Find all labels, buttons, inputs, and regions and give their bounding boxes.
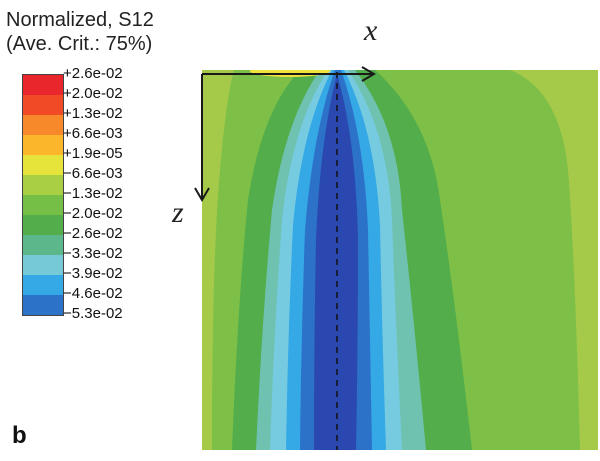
- legend-tick-label: −6.6e-03: [63, 165, 123, 182]
- x-axis-label: x: [364, 14, 378, 47]
- legend-tick-label: −3.3e-02: [63, 245, 123, 262]
- legend-swatch: [23, 155, 63, 175]
- legend-tick-label: −3.9e-02: [63, 265, 123, 282]
- contour-band-core-blue: [314, 74, 358, 450]
- legend-tick-label: +2.6e-02: [63, 65, 123, 82]
- x-axis-arrowhead: [361, 66, 376, 82]
- legend-tick-label: +1.3e-02: [63, 105, 123, 122]
- legend-title: Normalized, S12 (Ave. Crit.: 75%): [6, 8, 154, 56]
- legend-swatch: [23, 135, 63, 155]
- legend-tick-labels: +2.6e-02 +2.0e-02 +1.3e-02 +6.6e-03 +1.9e-05…: [63, 66, 223, 322]
- legend-swatch: [23, 295, 63, 315]
- legend-swatch: [23, 235, 63, 255]
- legend-title-line2: (Ave. Crit.: 75%): [6, 33, 153, 55]
- legend-swatch: [23, 115, 63, 135]
- legend-swatch: [23, 95, 63, 115]
- z-axis-label: z: [172, 196, 184, 229]
- z-axis-arrowhead: [194, 187, 210, 202]
- legend-tick-label: +6.6e-03: [63, 125, 123, 142]
- legend-swatches: [22, 74, 64, 316]
- legend-swatch: [23, 275, 63, 295]
- legend-swatch: [23, 195, 63, 215]
- legend-tick-label: −5.3e-02: [63, 305, 123, 322]
- legend-tick-label: −2.0e-02: [63, 205, 123, 222]
- legend-swatch: [23, 75, 63, 95]
- contour-field: [202, 70, 598, 450]
- legend-title-line1: Normalized, S12: [6, 9, 154, 31]
- legend-tick-label: +2.0e-02: [63, 85, 123, 102]
- panel-label: b: [12, 422, 27, 449]
- legend-swatch: [23, 175, 63, 195]
- legend-tick-label: +1.9e-05: [63, 145, 123, 162]
- legend-tick-label: −4.6e-02: [63, 285, 123, 302]
- coordinate-axes: [194, 66, 376, 202]
- legend-tick-label: −1.3e-02: [63, 185, 123, 202]
- top-highlight: [250, 70, 330, 77]
- legend-tick-label: −2.6e-02: [63, 225, 123, 242]
- legend-swatch: [23, 215, 63, 235]
- legend-swatch: [23, 255, 63, 275]
